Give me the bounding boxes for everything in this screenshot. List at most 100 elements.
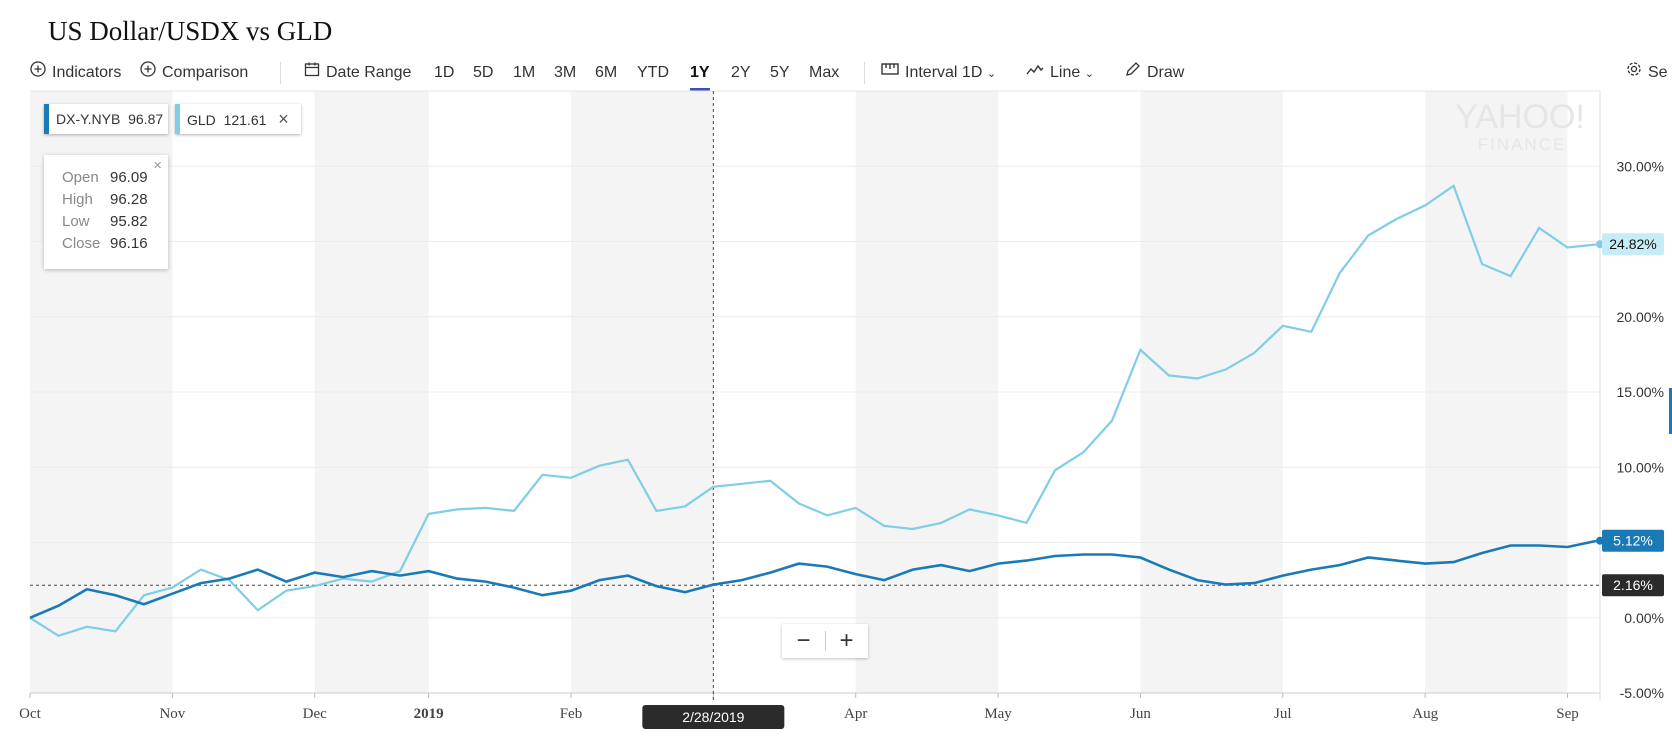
zoom-control: − + (782, 624, 868, 658)
date-range-label: Date Range (326, 64, 412, 82)
y-flag-label: 2.16% (1613, 577, 1653, 593)
x-tick-label: Apr (844, 706, 867, 722)
open-value: 96.09 (110, 169, 148, 186)
zoom-in-button[interactable]: + (839, 627, 854, 654)
date-range-button[interactable]: Date Range (304, 58, 411, 88)
scroll-indicator[interactable] (1669, 388, 1672, 434)
range-1d-button[interactable]: 1D (434, 64, 455, 81)
ohlc-tooltip: × Open 96.09 High 96.28 Low 95.82 Close 96.1… (44, 155, 168, 269)
interval-label: Interval (905, 64, 958, 82)
line-type-button[interactable]: Line ⌄ (1026, 58, 1094, 88)
y-flag (1602, 574, 1664, 597)
draw-button[interactable]: Draw (1125, 58, 1184, 88)
line-type-label: Line (1050, 64, 1081, 82)
watermark-yahoo: YAHOO! (1455, 98, 1585, 136)
range-5y-button[interactable]: 5Y (770, 64, 790, 81)
chip-value: 96.87 (128, 111, 164, 127)
chevron-down-icon: ⌄ (986, 68, 997, 81)
x-tick-label: Oct (19, 706, 41, 722)
y-flag-label: 24.82% (1609, 236, 1656, 252)
range-1m-button[interactable]: 1M (513, 64, 536, 81)
close-icon[interactable]: × (153, 157, 162, 174)
high-label: High (62, 191, 93, 208)
date-label-text: 2/28/2019 (682, 709, 744, 725)
range-5d-button[interactable]: 5D (473, 64, 494, 81)
x-tick-label: Aug (1412, 706, 1438, 722)
y-tick-label: 10.00% (1617, 459, 1664, 475)
ohlc-high-row: High 96.28 (62, 191, 148, 208)
zoom-out-button[interactable]: − (796, 627, 811, 654)
range-1y-button[interactable]: 1Y (690, 58, 710, 91)
comparison-button[interactable]: Comparison (140, 58, 248, 88)
y-flag (1602, 233, 1664, 256)
watermark-finance: FINANCE (1478, 135, 1567, 154)
close-value: 96.16 (110, 235, 148, 252)
range-3m-button[interactable]: 3M (554, 64, 577, 81)
interval-value: 1D (961, 64, 983, 82)
y-axis-flags: 24.82% 5.12% 2.16% (1596, 233, 1664, 597)
plus-circle-icon (30, 58, 46, 88)
open-label: Open (62, 169, 99, 186)
y-tick-label: 0.00% (1624, 610, 1664, 626)
x-tick-label: Sep (1556, 706, 1579, 722)
zoom-divider (825, 631, 826, 651)
calendar-icon (304, 58, 320, 88)
x-tick-label: Jul (1274, 706, 1292, 722)
series-color-bar (44, 104, 49, 134)
high-value: 96.28 (110, 191, 148, 208)
x-axis-labels: OctNovDec2019FebMarAprMayJunJulAugSep (19, 693, 1579, 722)
x-tick-label: May (984, 706, 1012, 722)
range-ytd-button[interactable]: YTD (637, 64, 669, 81)
range-2y-button[interactable]: 2Y (731, 64, 751, 81)
chip-symbol: DX-Y.NYB (56, 111, 121, 127)
settings-button[interactable]: Se (1626, 58, 1668, 88)
low-value: 95.82 (110, 213, 148, 230)
plus-circle-icon (140, 58, 156, 88)
close-icon[interactable]: × (278, 109, 289, 129)
settings-label: Se (1648, 64, 1668, 82)
line-chart-icon (1026, 58, 1044, 88)
chart-title: US Dollar/USDX vs GLD (48, 16, 333, 46)
x-tick-label: Jun (1130, 706, 1151, 722)
interval-button[interactable]: Interval 1D ⌄ (881, 58, 996, 88)
y-tick-label: 15.00% (1617, 384, 1664, 400)
ohlc-open-row: Open 96.09 (62, 169, 148, 186)
toolbar-divider (280, 62, 281, 84)
series-chip-dx[interactable]: DX-Y.NYB 96.87 (44, 104, 168, 134)
indicators-button[interactable]: Indicators (30, 58, 121, 88)
range-6m-button[interactable]: 6M (595, 64, 618, 81)
pencil-icon (1125, 58, 1141, 88)
x-tick-label: Dec (303, 706, 327, 722)
indicators-label: Indicators (52, 64, 122, 82)
chip-value: 121.61 (223, 112, 267, 128)
toolbar-divider (864, 62, 865, 84)
crosshair-date-label: 2/28/2019 (642, 705, 785, 729)
series-line-dx (29, 539, 1597, 619)
x-tick-label: Feb (560, 706, 583, 722)
chevron-down-icon: ⌄ (1084, 68, 1094, 81)
close-label: Close (62, 235, 101, 252)
series-chip-gld[interactable]: GLD 121.61 × (175, 104, 301, 134)
y-flag (1602, 529, 1664, 552)
gear-icon (1626, 58, 1642, 88)
chart-toolbar: Indicators Comparison Date Range 1D 5D 1… (30, 58, 1672, 91)
y-axis-labels: 30.00%25.00%20.00%15.00%10.00%5.00%0.00%… (1617, 158, 1664, 701)
ruler-icon (881, 58, 899, 88)
ohlc-low-row: Low 95.82 (62, 213, 148, 230)
y-tick-label: 30.00% (1617, 158, 1664, 174)
date-label-box (642, 705, 785, 729)
grid-lines (30, 165, 1600, 694)
series-line-gld (29, 184, 1597, 638)
low-label: Low (62, 213, 90, 230)
draw-label: Draw (1147, 64, 1185, 82)
x-tick-label: Nov (159, 706, 185, 722)
y-tick-label: 20.00% (1617, 309, 1664, 325)
x-tick-label: 2019 (414, 706, 444, 722)
series-color-bar (175, 104, 180, 134)
ohlc-close-row: Close 96.16 (62, 235, 148, 252)
y-tick-label: -5.00% (1620, 685, 1664, 701)
comparison-label: Comparison (162, 64, 249, 82)
range-max-button[interactable]: Max (809, 64, 840, 81)
chip-symbol: GLD (187, 112, 216, 128)
